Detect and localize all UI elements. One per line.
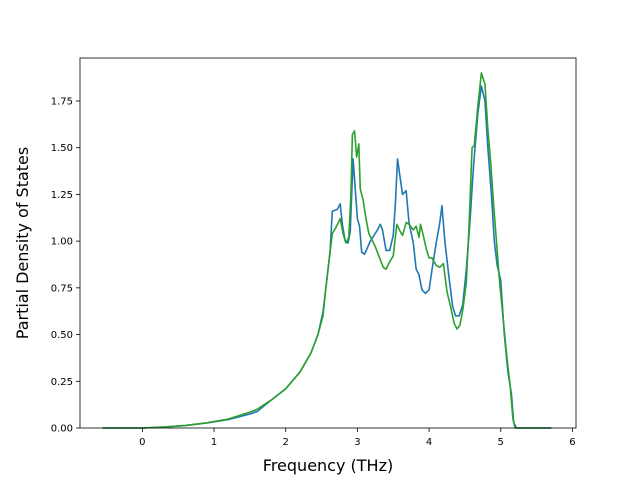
x-axis-label: Frequency (THz) [263,456,393,475]
y-tick-label: 0.00 [51,424,73,435]
series-layer [102,72,552,429]
y-tick-label: 0.75 [51,283,73,294]
y-axis: 0.00 0.25 0.50 0.75 1.00 1.25 1.50 1.75 [51,96,80,435]
x-tick-label: 4 [426,437,432,448]
x-tick-label: 3 [354,437,360,448]
y-tick-label: 1.50 [51,143,73,154]
plot-frame [79,57,577,429]
y-tick-label: 1.25 [51,190,73,201]
plot-area [80,58,576,428]
series-line-2 [102,72,552,429]
x-tick-label: 2 [283,437,289,448]
x-tick-label: 6 [569,437,575,448]
y-tick-label: 1.75 [51,96,73,107]
x-tick-label: 0 [139,437,145,448]
x-axis: 0 1 2 3 4 5 6 [139,428,576,448]
y-tick-label: 0.25 [51,377,73,388]
x-tick-label: 1 [211,437,217,448]
y-tick-label: 1.00 [51,237,73,248]
y-axis-label: Partial Density of States [13,147,32,339]
x-tick-label: 5 [498,437,504,448]
y-tick-label: 0.50 [51,330,73,341]
